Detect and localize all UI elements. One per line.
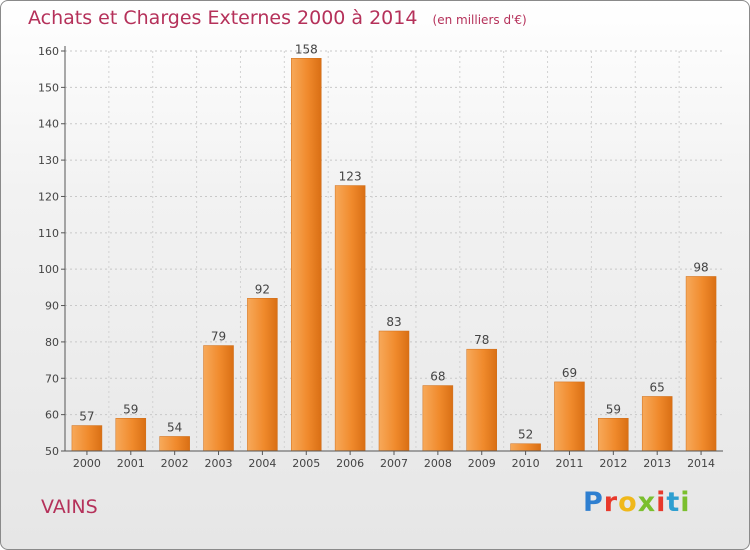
x-tick-label: 2000 bbox=[73, 457, 101, 470]
data-label: 59 bbox=[123, 402, 138, 416]
x-tick-label: 2003 bbox=[205, 457, 233, 470]
data-label: 98 bbox=[693, 260, 708, 274]
bar bbox=[554, 381, 585, 452]
x-tick-label: 2012 bbox=[599, 457, 627, 470]
y-tick-label: 140 bbox=[38, 118, 59, 131]
data-label: 79 bbox=[211, 330, 226, 344]
bar bbox=[334, 185, 366, 452]
y-tick-label: 110 bbox=[38, 227, 59, 240]
x-tick-label: 2007 bbox=[380, 457, 408, 470]
data-label: 57 bbox=[79, 410, 94, 424]
y-tick-label: 50 bbox=[45, 445, 59, 458]
logo-letter: x bbox=[637, 487, 657, 518]
location-label: VAINS bbox=[41, 496, 98, 518]
data-label: 68 bbox=[430, 370, 445, 384]
chart-subtitle: (en milliers d'€) bbox=[432, 13, 527, 27]
data-label: 83 bbox=[386, 315, 401, 329]
x-tick-label: 2006 bbox=[336, 457, 364, 470]
x-tick-label: 2008 bbox=[424, 457, 452, 470]
bar bbox=[115, 418, 147, 452]
bar bbox=[685, 276, 717, 452]
y-tick-label: 130 bbox=[38, 154, 59, 167]
y-tick-label: 90 bbox=[45, 300, 59, 313]
bar bbox=[247, 298, 278, 452]
bar bbox=[422, 385, 454, 452]
x-tick-label: 2011 bbox=[555, 457, 583, 470]
data-label: 65 bbox=[650, 380, 665, 394]
x-tick-label: 2005 bbox=[292, 457, 320, 470]
logo-letter: r bbox=[603, 487, 619, 518]
bar bbox=[641, 396, 673, 452]
x-tick-label: 2002 bbox=[161, 457, 189, 470]
data-label: 158 bbox=[295, 42, 318, 56]
logo-letter: i bbox=[680, 487, 691, 518]
data-label: 54 bbox=[167, 420, 182, 434]
y-tick-label: 80 bbox=[45, 336, 59, 349]
logo-letter: o bbox=[618, 487, 638, 518]
bar bbox=[291, 58, 322, 452]
data-label: 92 bbox=[255, 282, 270, 296]
bar bbox=[203, 345, 234, 452]
data-label: 69 bbox=[562, 366, 577, 380]
y-tick-label: 160 bbox=[38, 45, 59, 58]
x-tick-label: 2014 bbox=[687, 457, 715, 470]
x-tick-label: 2001 bbox=[117, 457, 145, 470]
axes: 50 60 70 80 90 100 110 120 130 140 150 160 2000 2001 2… bbox=[38, 45, 723, 470]
chart-title-block: Achats et Charges Externes 2000 à 2014 (… bbox=[28, 7, 527, 29]
x-tick-label: 2009 bbox=[468, 457, 496, 470]
logo-letter: t bbox=[666, 487, 681, 518]
x-tick-label: 2013 bbox=[643, 457, 671, 470]
data-label: 78 bbox=[474, 333, 489, 347]
bars: 57 59 54 79 92 158 123 83 68 78 52 69 59 65 98 bbox=[71, 42, 717, 452]
bar bbox=[71, 425, 103, 452]
y-tick-label: 100 bbox=[38, 263, 59, 276]
data-label: 123 bbox=[339, 170, 362, 184]
bar bbox=[510, 443, 541, 452]
chart-title: Achats et Charges Externes 2000 à 2014 bbox=[28, 7, 418, 29]
logo-letter: i bbox=[656, 487, 667, 518]
x-tick-label: 2010 bbox=[512, 457, 540, 470]
y-tick-label: 60 bbox=[45, 409, 59, 422]
bar bbox=[159, 436, 190, 452]
bar bbox=[466, 348, 497, 452]
logo-letter: P bbox=[583, 487, 604, 518]
bar bbox=[378, 330, 410, 452]
grid-lines bbox=[65, 50, 723, 451]
y-tick-label: 70 bbox=[45, 372, 59, 385]
y-tick-label: 150 bbox=[38, 81, 59, 94]
y-tick-label: 120 bbox=[38, 190, 59, 203]
proxiti-logo: Proxiti bbox=[583, 487, 691, 518]
data-label: 59 bbox=[606, 402, 621, 416]
data-label: 52 bbox=[518, 428, 533, 442]
x-tick-label: 2004 bbox=[248, 457, 276, 470]
bar bbox=[598, 418, 629, 452]
